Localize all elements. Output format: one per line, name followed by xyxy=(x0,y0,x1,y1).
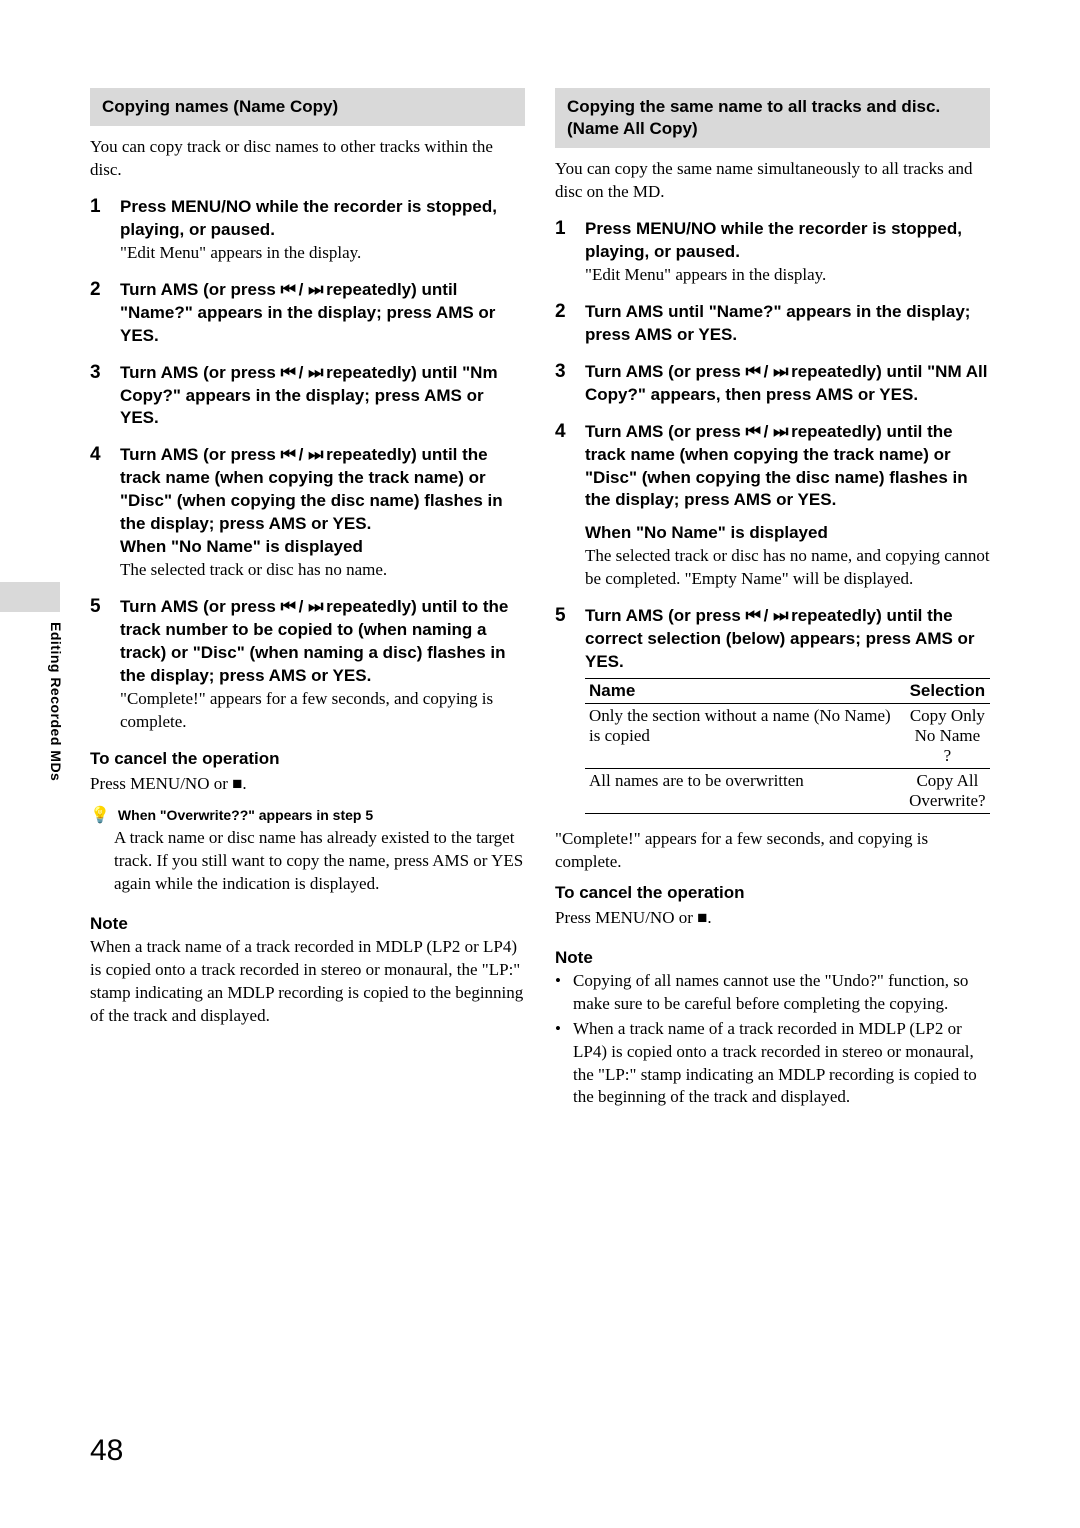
skip-next-icon: ⏭ xyxy=(773,606,786,625)
left-intro: You can copy track or disc names to othe… xyxy=(90,136,525,182)
skip-prev-icon: ⏮ xyxy=(281,363,294,382)
step-number: 1 xyxy=(555,218,575,287)
step-number: 3 xyxy=(90,362,110,431)
skip-next-icon: ⏭ xyxy=(773,362,786,381)
step-number: 1 xyxy=(90,196,110,265)
step-bold-a: Turn AMS (or press xyxy=(120,280,281,299)
table-cell: Copy Only No Name ? xyxy=(905,704,990,769)
skip-next-icon: ⏭ xyxy=(308,597,321,616)
step-plain: The selected track or disc has no name, … xyxy=(585,545,990,591)
right-intro: You can copy the same name simultaneousl… xyxy=(555,158,990,204)
left-column: Copying names (Name Copy) You can copy t… xyxy=(90,88,525,1111)
left-header: Copying names (Name Copy) xyxy=(90,88,525,126)
note-head: Note xyxy=(555,948,990,968)
step-bold: Press MENU/NO while the recorder is stop… xyxy=(585,218,990,264)
left-step-1: 1 Press MENU/NO while the recorder is st… xyxy=(90,196,525,265)
skip-prev-icon: ⏮ xyxy=(281,445,294,464)
step-plain: "Edit Menu" appears in the display. xyxy=(120,242,525,265)
cancel-head: To cancel the operation xyxy=(90,748,525,771)
skip-next-icon: ⏭ xyxy=(308,445,321,464)
tip-icon: 💡 xyxy=(90,806,110,825)
step-number: 4 xyxy=(90,444,110,582)
table-row: All names are to be overwritten Copy All… xyxy=(585,769,990,814)
skip-next-icon: ⏭ xyxy=(773,422,786,441)
step-bold-a: Turn AMS (or press xyxy=(585,606,746,625)
step-number: 4 xyxy=(555,421,575,592)
step-bold: Turn AMS until "Name?" appears in the di… xyxy=(585,301,990,347)
table-cell: Copy All Overwrite? xyxy=(905,769,990,814)
table-header-selection: Selection xyxy=(905,679,990,704)
stop-icon: ■ xyxy=(232,774,242,793)
skip-prev-icon: ⏮ xyxy=(746,606,759,625)
skip-prev-icon: ⏮ xyxy=(746,422,759,441)
step-subhead: When "No Name" is displayed xyxy=(120,536,525,559)
tip-body: A track name or disc name has already ex… xyxy=(114,827,525,896)
cancel-head: To cancel the operation xyxy=(555,882,990,905)
right-step-2: 2 Turn AMS until "Name?" appears in the … xyxy=(555,301,990,347)
step-plain: "Complete!" appears for a few seconds, a… xyxy=(120,688,525,734)
cancel-b: . xyxy=(707,908,711,927)
table-cell: Only the section without a name (No Name… xyxy=(585,704,905,769)
table-header-name: Name xyxy=(585,679,905,704)
step-number: 2 xyxy=(90,279,110,348)
skip-prev-icon: ⏮ xyxy=(281,280,294,299)
right-step-1: 1 Press MENU/NO while the recorder is st… xyxy=(555,218,990,287)
selection-table: Name Selection Only the section without … xyxy=(585,678,990,814)
note-bullet-1: • Copying of all names cannot use the "U… xyxy=(555,970,990,1016)
left-step-3: 3 Turn AMS (or press ⏮ / ⏭ repeatedly) u… xyxy=(90,362,525,431)
side-tab-box xyxy=(0,582,60,612)
step-bold: Press MENU/NO while the recorder is stop… xyxy=(120,196,525,242)
right-step-5: 5 Turn AMS (or press ⏮ / ⏭ repeatedly) u… xyxy=(555,605,990,814)
step-number: 5 xyxy=(555,605,575,814)
step-bold-a: Turn AMS (or press xyxy=(120,445,281,464)
right-step-3: 3 Turn AMS (or press ⏮ / ⏭ repeatedly) u… xyxy=(555,361,990,407)
skip-prev-icon: ⏮ xyxy=(281,597,294,616)
right-column: Copying the same name to all tracks and … xyxy=(555,88,990,1111)
note-head: Note xyxy=(90,914,525,934)
step-bold-a: Turn AMS (or press xyxy=(585,362,746,381)
right-step-4: 4 Turn AMS (or press ⏮ / ⏭ repeatedly) u… xyxy=(555,421,990,592)
cancel-body: Press MENU/NO or ■. xyxy=(90,773,525,796)
bullet-text: When a track name of a track recorded in… xyxy=(573,1018,990,1110)
bullet-dot: • xyxy=(555,970,565,1016)
step-bold-a: Turn AMS (or press xyxy=(120,363,281,382)
step-number: 3 xyxy=(555,361,575,407)
step-plain: The selected track or disc has no name. xyxy=(120,559,525,582)
skip-next-icon: ⏭ xyxy=(308,280,321,299)
note-bullet-2: • When a track name of a track recorded … xyxy=(555,1018,990,1110)
skip-next-icon: ⏭ xyxy=(308,363,321,382)
after-table: "Complete!" appears for a few seconds, a… xyxy=(555,828,990,874)
step-number: 2 xyxy=(555,301,575,347)
note-body: When a track name of a track recorded in… xyxy=(90,936,525,1028)
step-bold-a: Turn AMS (or press xyxy=(120,597,281,616)
tip-row: 💡 When "Overwrite??" appears in step 5 xyxy=(90,806,525,826)
step-subhead: When "No Name" is displayed xyxy=(585,522,990,545)
step-bold-a: Turn AMS (or press xyxy=(585,422,746,441)
left-step-2: 2 Turn AMS (or press ⏮ / ⏭ repeatedly) u… xyxy=(90,279,525,348)
cancel-b: . xyxy=(242,774,246,793)
page-number: 48 xyxy=(90,1434,123,1468)
side-tab-text: Editing Recorded MDs xyxy=(48,622,64,781)
cancel-a: Press MENU/NO or xyxy=(555,908,697,927)
step-number: 5 xyxy=(90,596,110,734)
skip-prev-icon: ⏮ xyxy=(746,362,759,381)
side-tab: Editing Recorded MDs xyxy=(0,582,72,822)
page-content: Copying names (Name Copy) You can copy t… xyxy=(0,0,1080,1171)
left-step-4: 4 Turn AMS (or press ⏮ / ⏭ repeatedly) u… xyxy=(90,444,525,582)
cancel-a: Press MENU/NO or xyxy=(90,774,232,793)
bullet-text: Copying of all names cannot use the "Und… xyxy=(573,970,990,1016)
table-row: Only the section without a name (No Name… xyxy=(585,704,990,769)
left-step-5: 5 Turn AMS (or press ⏮ / ⏭ repeatedly) u… xyxy=(90,596,525,734)
cancel-body: Press MENU/NO or ■. xyxy=(555,907,990,930)
stop-icon: ■ xyxy=(697,908,707,927)
bullet-dot: • xyxy=(555,1018,565,1110)
table-cell: All names are to be overwritten xyxy=(585,769,905,814)
tip-title: When "Overwrite??" appears in step 5 xyxy=(118,806,373,826)
right-header: Copying the same name to all tracks and … xyxy=(555,88,990,148)
step-plain: "Edit Menu" appears in the display. xyxy=(585,264,990,287)
